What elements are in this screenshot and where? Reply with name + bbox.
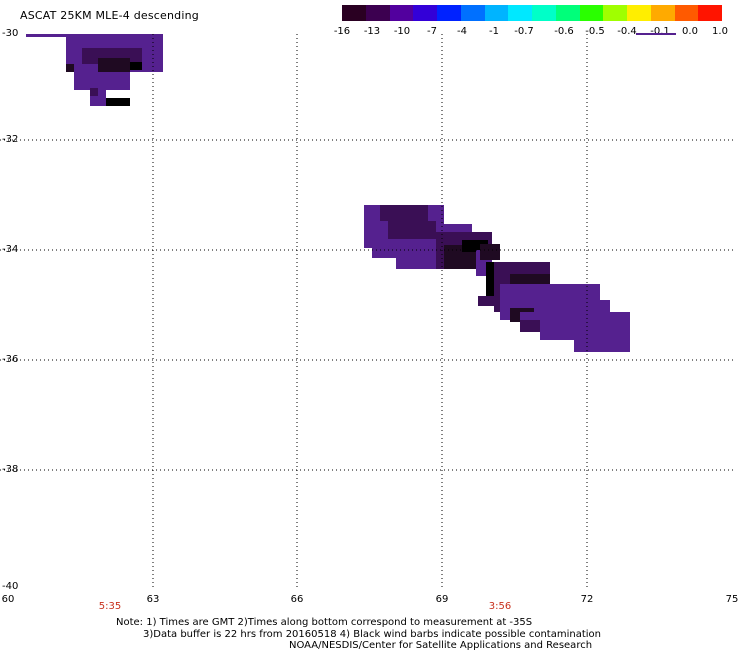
colorbar-cell xyxy=(484,5,509,21)
colorbar-label: -16 xyxy=(333,26,351,37)
y-tick-label: -34 xyxy=(2,244,19,255)
swath-cell xyxy=(98,58,130,72)
colorbar-label: -0.6 xyxy=(554,26,574,37)
y-tick-label: -40 xyxy=(2,581,19,592)
colorbar-label: -13 xyxy=(363,26,381,37)
swath-cell xyxy=(388,221,436,239)
swath-cell xyxy=(90,88,98,96)
y-tick-label: -30 xyxy=(2,28,19,39)
colorbar-label: -10 xyxy=(393,26,411,37)
swath-cell xyxy=(106,98,130,106)
y-tick-label: -38 xyxy=(2,464,19,475)
x-tick-label: 75 xyxy=(725,594,739,605)
swath-cell xyxy=(520,320,540,332)
swath-cell xyxy=(480,244,500,260)
colorbar-cell xyxy=(674,5,699,21)
colorbar-label: -7 xyxy=(427,26,437,37)
colorbar-cell xyxy=(650,5,675,21)
swath-data xyxy=(26,34,630,352)
colorbar-label: -4 xyxy=(457,26,467,37)
note-line: NOAA/NESDIS/Center for Satellite Applica… xyxy=(289,640,593,651)
x-tick-label: 60 xyxy=(1,594,15,605)
colorbar-label: -0.5 xyxy=(585,26,605,37)
swath-cell xyxy=(396,258,436,269)
x-tick-label: 63 xyxy=(146,594,160,605)
colorbar-cell xyxy=(413,5,437,21)
swath-cell xyxy=(130,62,142,70)
colorbar-cell xyxy=(342,5,366,21)
colorbar-cell xyxy=(698,5,722,21)
pass-time-label: 3:56 xyxy=(488,601,512,612)
colorbar-cell xyxy=(389,5,414,21)
note-line: Note: 1) Times are GMT 2)Times along bot… xyxy=(116,617,533,628)
colorbar-cell xyxy=(627,5,651,21)
colorbar-cell xyxy=(555,5,580,21)
x-tick-label: 69 xyxy=(435,594,449,605)
colorbar-label: -0.7 xyxy=(514,26,534,37)
pass-time-label: 5:35 xyxy=(98,601,122,612)
swath-cell xyxy=(26,34,163,37)
colorbar-cell xyxy=(579,5,604,21)
swath-cell xyxy=(380,205,428,221)
colorbar-cell xyxy=(603,5,627,21)
map-title: ASCAT 25KM MLE-4 descending xyxy=(20,9,199,22)
colorbar-label: -0.4 xyxy=(617,26,637,37)
colorbar-label: -0.1 xyxy=(650,26,670,37)
y-tick-label: -32 xyxy=(2,134,19,145)
note-line: 3)Data buffer is 22 hrs from 20160518 4)… xyxy=(143,629,601,640)
colorbar-label: -1 xyxy=(489,26,499,37)
swath-cell xyxy=(74,72,130,90)
colorbar-cell xyxy=(365,5,390,21)
swath-cell xyxy=(66,64,74,72)
x-tick-label: 72 xyxy=(580,594,594,605)
swath-cell xyxy=(574,330,630,352)
colorbar-label: 1.0 xyxy=(712,26,728,37)
colorbar-label: 0.0 xyxy=(682,26,698,37)
y-tick-label: -36 xyxy=(2,354,19,365)
grid-lines xyxy=(0,34,735,588)
colorbar-cell xyxy=(508,5,532,21)
x-tick-label: 66 xyxy=(290,594,304,605)
swath-cell xyxy=(478,296,494,306)
colorbar xyxy=(342,5,722,21)
colorbar-cell xyxy=(437,5,461,21)
colorbar-cell xyxy=(532,5,556,21)
swath-cell xyxy=(372,248,436,258)
colorbar-cell xyxy=(460,5,485,21)
